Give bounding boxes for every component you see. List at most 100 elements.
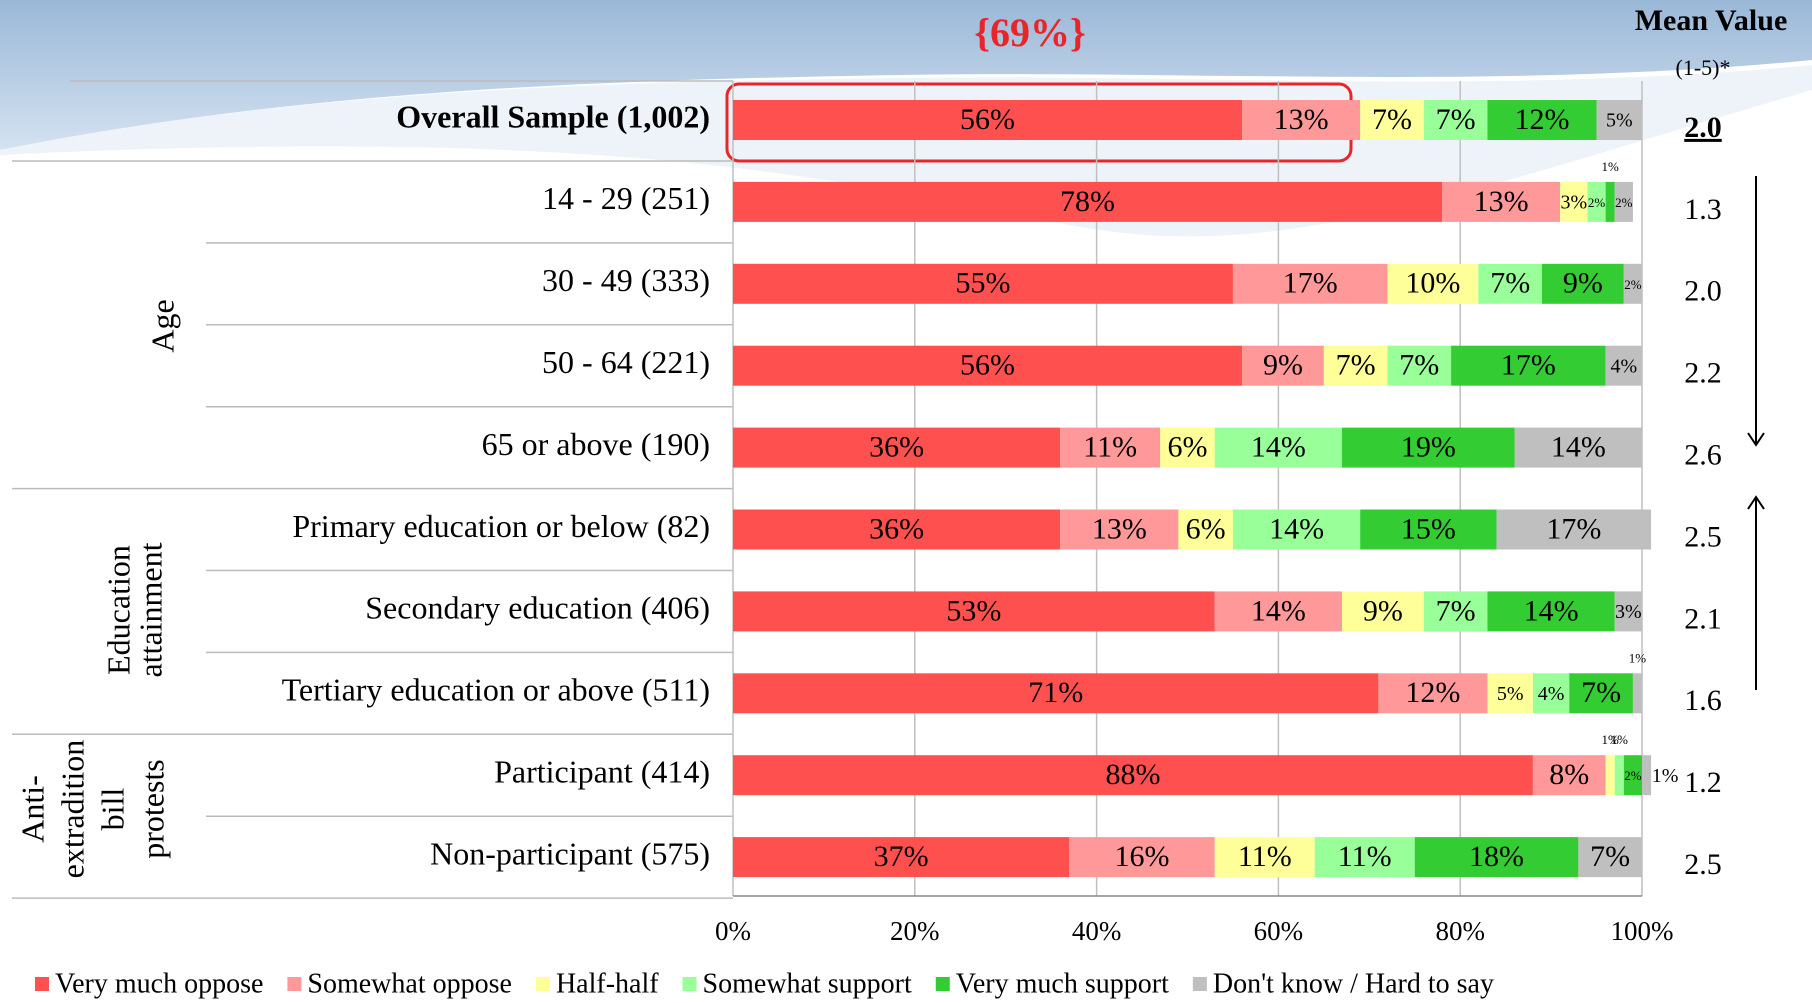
bar-segment [733,427,1061,468]
data-label: 14% [1524,594,1579,627]
legend-swatch [287,977,302,991]
category-label: Participant (414) [494,754,710,790]
data-label: 19% [1401,430,1456,463]
data-label: 11% [1083,430,1137,463]
bar-segment [1360,100,1424,140]
bar-segment [1342,427,1515,468]
data-label: 71% [1028,676,1083,709]
legend-label: Very much oppose [55,968,263,999]
group-label: extradition [54,740,90,879]
bar-segment [1578,837,1642,878]
mean-value: 2.6 [1684,438,1722,471]
legend-swatch [35,977,49,991]
bar-segment [733,100,1243,140]
legend-label: Somewhat oppose [307,968,512,999]
bar-segment [1514,427,1642,468]
bar-segment [733,181,1443,222]
bar-segment [1596,100,1642,140]
bar-segment [1160,427,1215,468]
bar-segment [1387,345,1452,386]
bar-segment [1242,345,1324,386]
data-label: 14% [1251,430,1306,463]
data-label: 12% [1405,676,1460,709]
group-label: attainment [132,542,168,677]
data-label: 14% [1551,430,1606,463]
data-label: 1% [1652,765,1679,787]
bar-segment [1323,345,1388,386]
group-label: protests [134,759,170,859]
bar-segment [1614,755,1624,796]
bar-segment [1314,837,1415,878]
group-label: Age [144,299,180,352]
data-label: 9% [1363,594,1403,627]
data-label: 55% [955,267,1010,300]
data-label: 56% [960,349,1015,382]
data-label: 13% [1092,512,1147,545]
bar-segment [1605,345,1642,386]
mean-value: 2.2 [1684,357,1722,390]
legend-swatch [1192,977,1207,991]
group-label: bill [94,788,130,831]
data-label: 53% [946,594,1001,627]
bar-segment [1360,509,1497,550]
data-label: 1% [1629,650,1647,665]
bar-segment [1414,837,1579,878]
bar-segment [1451,345,1606,386]
category-label: Non-participant (575) [430,835,710,871]
data-label: 8% [1549,758,1589,791]
bar-segment [1487,673,1533,714]
data-label: 78% [1060,185,1115,218]
bar-segment [1569,673,1633,714]
x-tick-label: 100% [1611,916,1674,946]
bar-segment [1623,755,1642,796]
legend-swatch [935,977,950,991]
bar-segment [1496,509,1652,550]
bar-segment [1478,263,1543,304]
bar-segment [1214,837,1315,878]
data-label: 17% [1283,267,1338,300]
data-label: 15% [1401,512,1456,545]
data-label: 2% [1588,195,1606,210]
data-label: 7% [1436,103,1476,136]
legend-swatch [535,977,550,991]
legend-label: Somewhat support [703,968,912,999]
bar-segment [733,755,1533,796]
mean-value: 2.0 [1684,275,1722,308]
data-label: 1% [1611,732,1629,747]
bar-segment [1232,509,1361,550]
category-label: Overall Sample (1,002) [396,98,710,134]
data-label: 88% [1105,758,1160,791]
group-label: Anti- [14,775,50,843]
data-label: 36% [869,430,924,463]
bar-segment [1060,427,1161,468]
bar-segment [733,345,1243,386]
bar-segment [1532,673,1570,714]
header-band [0,0,1812,150]
data-label: 11% [1338,840,1392,873]
mean-title: Mean Value [1635,4,1788,37]
x-tick-label: 40% [1072,916,1122,946]
data-label: 4% [1538,683,1565,705]
data-label: 16% [1115,840,1170,873]
bar-segment [1178,509,1233,550]
data-label: 6% [1186,512,1226,545]
x-tick-label: 20% [890,916,940,946]
data-label: 9% [1263,349,1303,382]
bar-segment [1069,837,1215,878]
category-label: 65 or above (190) [482,426,710,462]
data-label: 7% [1581,676,1621,709]
category-label: 30 - 49 (333) [542,262,710,298]
bar-segment [733,591,1215,632]
x-tick-label: 60% [1254,916,1304,946]
legend-label: Don't know / Hard to say [1213,968,1494,999]
mean-value: 2.0 [1684,111,1722,144]
data-label: 7% [1336,349,1376,382]
data-label: 2% [1624,277,1642,292]
bar-segment [1642,755,1652,796]
x-tick-label: 80% [1435,916,1485,946]
mean-value: 2.1 [1684,602,1722,635]
mean-value: 1.2 [1684,766,1722,799]
data-label: 1% [1602,732,1620,747]
data-label: 13% [1274,103,1329,136]
